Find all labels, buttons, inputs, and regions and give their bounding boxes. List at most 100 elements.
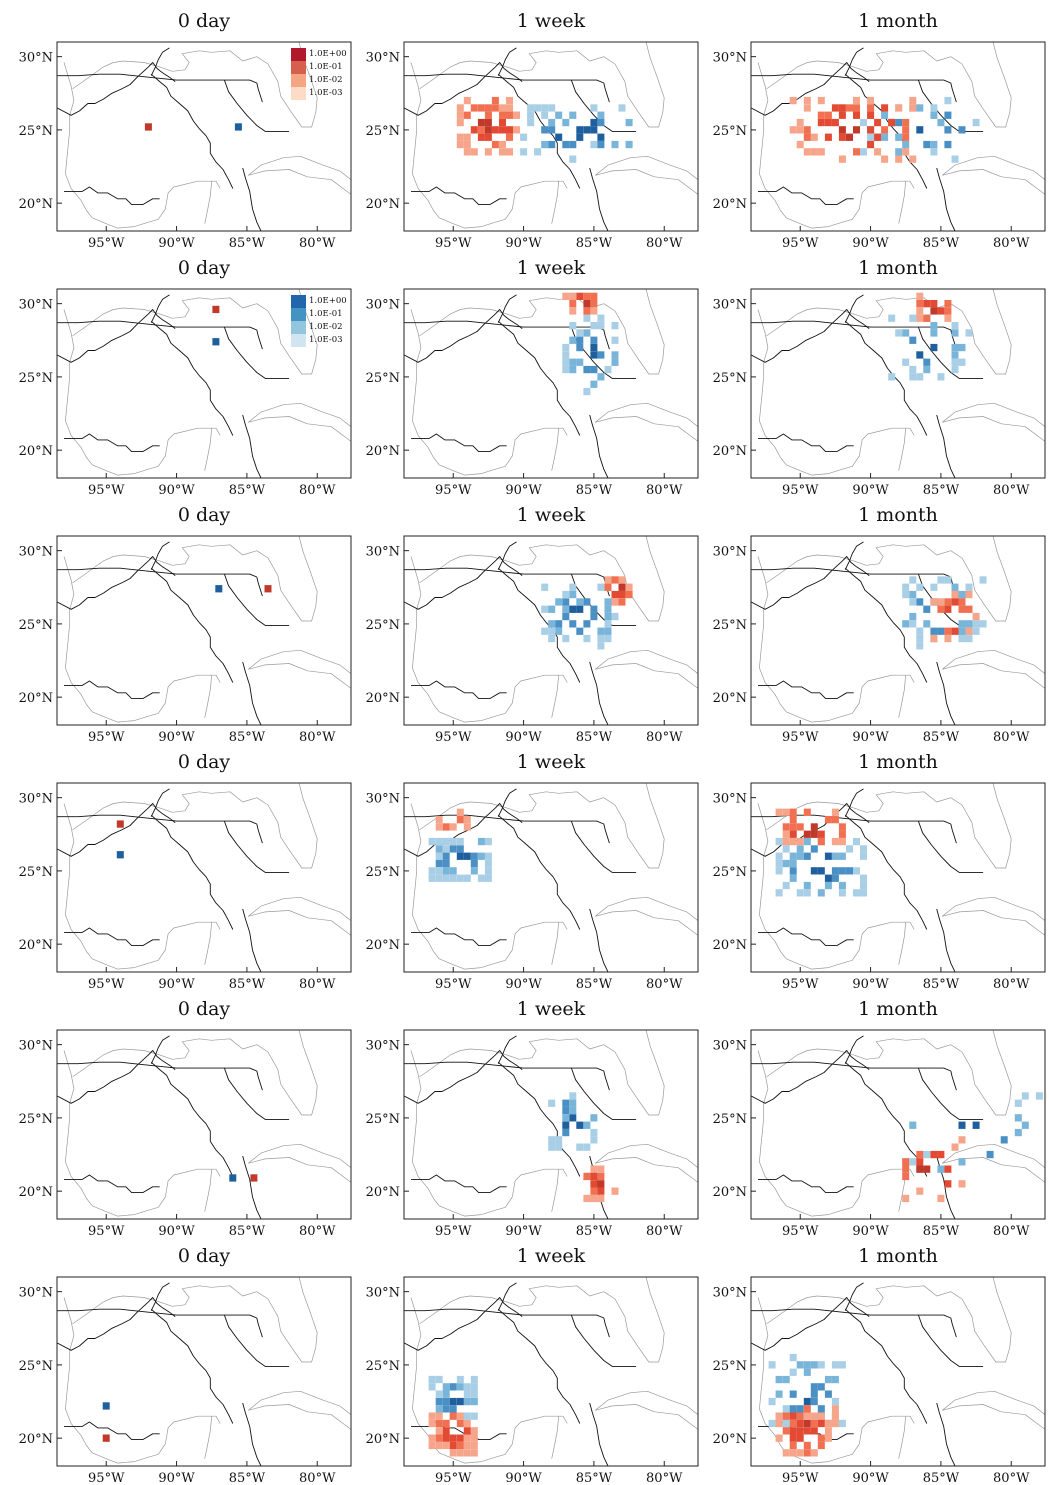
legend-swatch-1 xyxy=(291,61,306,74)
density-red-blob0-cell-3 xyxy=(944,314,952,322)
lon-tick-label: 85°W xyxy=(229,236,266,251)
density-blue-blob0-cell-44 xyxy=(817,889,825,897)
density-red-blob0-cell-9 xyxy=(484,126,492,134)
boundary-line xyxy=(404,1308,610,1338)
density-red-blob0-cell-8 xyxy=(590,1187,598,1195)
density-blue-blob0-cell-4 xyxy=(923,365,931,374)
density-red-blob0-cell-23 xyxy=(831,837,839,846)
density-blue-blob0-cell-15 xyxy=(470,1390,478,1398)
density-blue-blob0-cell-23 xyxy=(831,867,839,875)
density-blue-blob0-cell-14 xyxy=(972,627,980,635)
boundary-line xyxy=(404,803,523,857)
boundary-line xyxy=(497,47,517,76)
lon-tick-label: 95°W xyxy=(88,483,125,498)
lat-tick-label: 20°N xyxy=(366,1432,400,1447)
density-blue-blob0-cell-34 xyxy=(597,627,605,635)
lat-tick-label: 30°N xyxy=(19,545,53,560)
map-panel-r6-c1: 0 day 95°W 90°W 85°W 80°W 30°N 25°N 20°N xyxy=(19,1245,352,1485)
density-blue-blob0-cell-31 xyxy=(803,1368,811,1376)
density-blue-blob0-cell-16 xyxy=(965,583,973,591)
density-red-blob0-cell-2 xyxy=(789,830,797,838)
density-red-blob0-cell-8 xyxy=(477,126,485,134)
boundary-line xyxy=(57,567,263,597)
density-blue-blob0-cell-9 xyxy=(789,874,797,882)
density-blue-blob0-cell-12 xyxy=(562,1114,570,1122)
density-red-blob0-cell-11 xyxy=(831,816,839,824)
density-blue-blob0-cell-13 xyxy=(817,1383,825,1391)
density-blue-blob0-cell-24 xyxy=(902,140,910,149)
density-blue-blob0-cell-15 xyxy=(604,365,612,374)
density-blue-blob0-cell-15 xyxy=(860,118,867,127)
density-red-blob0-cell-5 xyxy=(576,292,584,300)
density-blue-blob0-cell-1 xyxy=(590,365,598,374)
legend-swatch-1 xyxy=(291,308,306,321)
boundary-line xyxy=(64,186,160,206)
density-blue-blob0-cell-17 xyxy=(817,1405,825,1413)
lat-tick-label: 25°N xyxy=(713,1359,747,1374)
density-blue-blob0-cell-11 xyxy=(442,837,450,846)
boundary-line xyxy=(57,73,263,103)
density-blue-blob0-cell-29 xyxy=(477,837,485,846)
density-red-blob0-cell-29 xyxy=(442,1434,450,1442)
density-blue-blob0-cell-26 xyxy=(625,140,633,149)
lat-tick-label: 20°N xyxy=(366,197,400,212)
density-red-blob0-cell-19 xyxy=(463,1449,471,1457)
lon-tick-label: 95°W xyxy=(435,1471,472,1485)
lat-tick-label: 25°N xyxy=(713,618,747,633)
boundary-line xyxy=(751,62,870,116)
legend-label-2: 1.0E-02 xyxy=(309,322,343,332)
coastline xyxy=(204,675,213,718)
coastline xyxy=(757,803,915,970)
lat-tick-label: 20°N xyxy=(366,938,400,953)
lat-tick-label: 20°N xyxy=(713,938,747,953)
density-blue-blob0-cell-22 xyxy=(428,1375,436,1384)
density-red-blob0-cell-5 xyxy=(435,1441,443,1450)
map-panel-r6-c2: 1 week 95°W 90°W 85°W 80°W 30°N 25°N 20°N xyxy=(366,1245,699,1485)
density-blue-blob0-cell-13 xyxy=(569,590,577,599)
density-red-blob0-cell-6 xyxy=(597,1165,605,1173)
density-red-blob0-cell-27 xyxy=(817,148,825,156)
boundary-line xyxy=(150,294,170,323)
coastline xyxy=(595,663,698,689)
density-red-blob0-cell-41 xyxy=(853,96,860,105)
density-blue-blob0-cell-21 xyxy=(965,620,973,628)
coastline xyxy=(248,1143,351,1168)
density-blue-blob0-cell-13 xyxy=(562,1121,570,1129)
density-blue-blob0-cell-25 xyxy=(583,329,591,337)
density-blue-blob0-cell-17 xyxy=(944,111,952,119)
boundary-line xyxy=(223,820,290,873)
lon-tick-label: 90°W xyxy=(852,1224,889,1239)
density-red-blob0-cell-0 xyxy=(456,1419,464,1428)
density-red-blob0-cell-18 xyxy=(428,1434,436,1442)
panel-frame xyxy=(403,535,699,726)
coastline xyxy=(595,1404,698,1430)
density-blue-blob0-cell-31 xyxy=(775,889,783,897)
lat-tick-label: 20°N xyxy=(19,444,53,459)
map-panel-r4-c1: 0 day 95°W 90°W 85°W 80°W 30°N 25°N 20°N xyxy=(19,751,352,992)
density-red-blob0-cell-23 xyxy=(796,1434,804,1442)
boundary-line xyxy=(404,1061,610,1091)
lat-tick-label: 25°N xyxy=(366,1359,400,1374)
density-blue-blob0-cell-1 xyxy=(449,874,457,882)
density-blue-blob0-cell-34 xyxy=(979,620,987,628)
coastline xyxy=(63,62,221,229)
density-blue-blob0-cell-3 xyxy=(463,1412,471,1420)
map-panel-r5-c2: 1 week 95°W 90°W 85°W 80°W 30°N 25°N 20°N xyxy=(366,998,699,1239)
density-red-blob0-cell-16 xyxy=(824,1419,832,1428)
map-panel-r4-c3: 1 month 95°W 90°W 85°W 80°W 30°N 25°N 20°N xyxy=(713,751,1046,992)
boundary-line xyxy=(150,1061,234,1177)
density-blue-blob0-cell-14 xyxy=(548,1136,556,1144)
density-blue-blob0-cell-16 xyxy=(902,358,910,366)
density-blue-blob0-cell-21 xyxy=(435,1390,443,1398)
density-red-blob0-cell-15 xyxy=(484,133,492,141)
boundary-line xyxy=(844,47,864,76)
density-red-blob0-cell-21 xyxy=(789,1441,797,1450)
boundary-line xyxy=(404,1050,523,1104)
boundary-line xyxy=(844,294,864,323)
density-blue-blob0-cell-38 xyxy=(548,605,556,613)
lon-tick-label: 85°W xyxy=(229,483,266,498)
density-blue-blob0-cell-10 xyxy=(484,859,492,868)
density-red-blob0-cell-12 xyxy=(824,133,832,141)
lat-tick-label: 25°N xyxy=(366,865,400,880)
density-blue-blob0-cell-18 xyxy=(484,837,492,846)
